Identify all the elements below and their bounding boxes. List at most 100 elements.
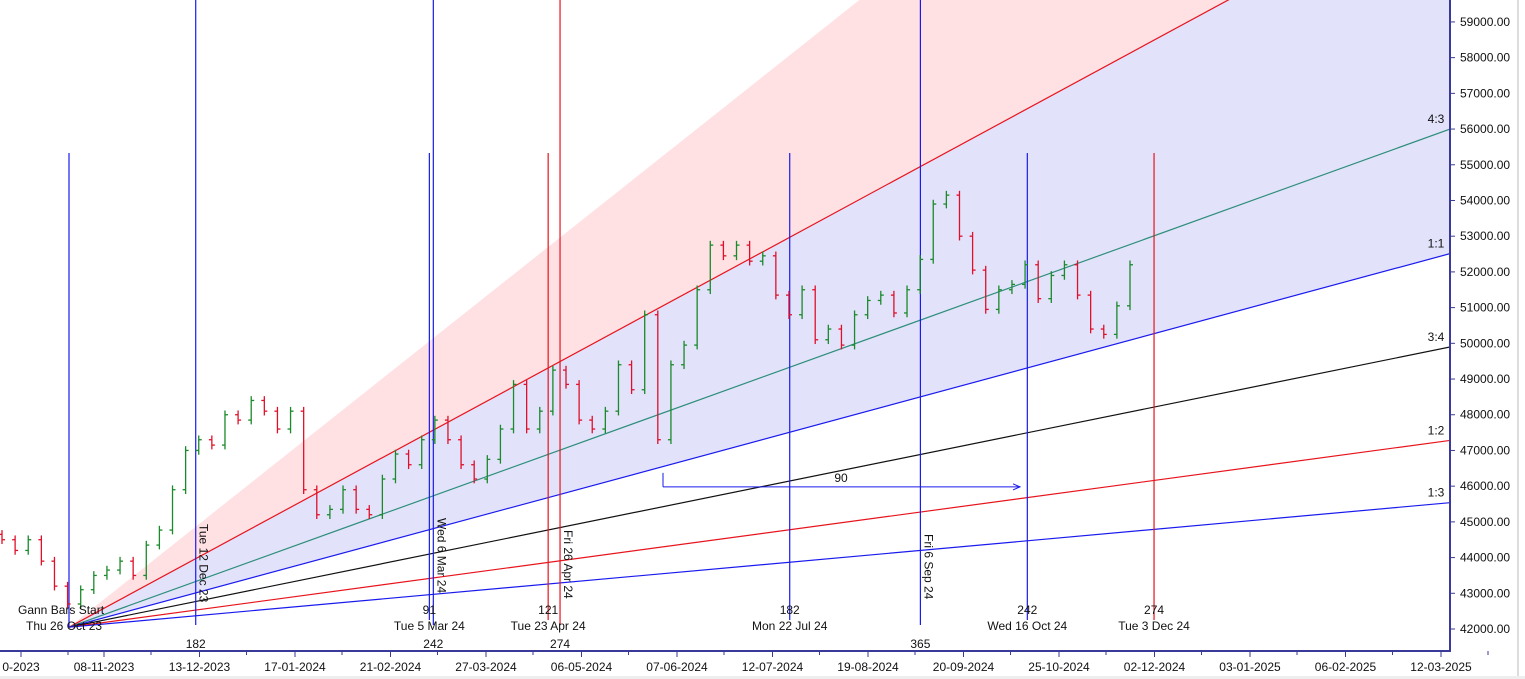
ohlc-bar — [77, 585, 84, 609]
bar-count-label: 274 — [550, 637, 570, 651]
ohlc-bar — [130, 556, 137, 580]
date-label: Tue 23 Apr 24 — [511, 619, 586, 633]
ohlc-bar — [785, 290, 792, 320]
ohlc-bar — [300, 406, 307, 495]
ohlc-bar — [379, 474, 386, 520]
date-label: Tue 5 Mar 24 — [394, 619, 465, 633]
rotated-date-label: Fri 26 Apr 24 — [561, 530, 575, 599]
ohlc-bar — [681, 340, 688, 370]
ohlc-bar — [563, 365, 569, 389]
ohlc-bar — [51, 556, 58, 591]
date-tick-label: 21-02-2024 — [360, 660, 422, 674]
ohlc-bar — [576, 380, 583, 425]
price-tick-label: 52000.00 — [1460, 265, 1510, 279]
date-label: Mon 22 Jul 24 — [752, 619, 828, 633]
ohlc-bar — [694, 285, 701, 350]
ohlc-bar — [641, 310, 648, 395]
price-tick-label: 54000.00 — [1460, 193, 1510, 207]
date-tick-label: 07-06-2024 — [646, 660, 708, 674]
fan-fill-lower — [69, 0, 1450, 628]
ohlc-bar — [838, 324, 845, 350]
scrollbar[interactable] — [0, 676, 1525, 679]
price-tick-label: 47000.00 — [1460, 443, 1510, 457]
annotation-labels: Gann Bars Start Thu 26 Oct 23 4:3 1:1 3:4 1… — [18, 112, 1445, 651]
ohlc-bar — [313, 485, 320, 520]
ohlc-bar — [261, 396, 268, 416]
ohlc-bar — [1087, 290, 1094, 334]
ohlc-bar — [995, 285, 1002, 314]
ohlc-bar — [615, 360, 622, 416]
measure-label: 90 — [834, 471, 848, 485]
date-tick-label: 19-08-2024 — [837, 660, 899, 674]
ohlc-bar — [64, 581, 71, 609]
ohlc-bar — [1035, 260, 1042, 303]
price-tick-label: 46000.00 — [1460, 479, 1510, 493]
price-tick-label: 50000.00 — [1460, 336, 1510, 350]
ohlc-bar — [235, 410, 242, 425]
date-tick-label: 12-03-2025 — [1410, 660, 1472, 674]
ohlc-bar — [221, 410, 228, 450]
rotated-date-label: Wed 6 Mar 24 — [434, 518, 448, 593]
ohlc-bar — [274, 406, 281, 434]
ohlc-bar — [1022, 260, 1029, 289]
ohlc-bar — [208, 435, 215, 450]
ohlc-bar — [825, 324, 832, 345]
fan-label-4-3: 4:3 — [1428, 112, 1445, 126]
gann-fan-lines — [68, 0, 1450, 628]
date-tick-label: 08-11-2023 — [74, 660, 135, 674]
ohlc-bar — [458, 435, 465, 470]
ohlc-bar — [707, 240, 714, 295]
ohlc-bar — [25, 535, 32, 555]
ohlc-bar — [287, 406, 294, 434]
date-tick-label: 20-09-2024 — [933, 660, 995, 674]
ohlc-bar — [117, 556, 124, 575]
price-tick-label: 48000.00 — [1460, 408, 1510, 422]
price-tick-label: 58000.00 — [1460, 51, 1510, 65]
price-tick-label: 42000.00 — [1460, 622, 1510, 636]
ohlc-bar — [1074, 260, 1081, 300]
date-tick-label: 17-01-2024 — [264, 660, 326, 674]
fan-line-2-1 — [68, 0, 1230, 628]
ohlc-bar — [654, 310, 661, 445]
price-tick-label: 59000.00 — [1460, 15, 1510, 29]
date-tick-label: 06-05-2024 — [551, 660, 613, 674]
ohlc-bar — [851, 310, 858, 350]
ohlc-bar — [248, 396, 255, 425]
ohlc-bar — [523, 380, 530, 434]
bar-count-label: 242 — [1017, 603, 1037, 617]
price-tick-label: 43000.00 — [1460, 586, 1510, 600]
date-tick-label: 02-12-2024 — [1124, 660, 1186, 674]
ohlc-bar — [1061, 260, 1068, 280]
price-tick-label: 56000.00 — [1460, 122, 1510, 136]
ohlc-bar — [746, 240, 753, 266]
ohlc-bar — [812, 285, 819, 345]
date-tick-label: 25-10-2024 — [1028, 660, 1090, 674]
ohlc-bar — [969, 231, 976, 275]
ohlc-bar — [1113, 301, 1120, 339]
date-tick-label: 03-01-2025 — [1219, 660, 1281, 674]
bar-count-label: 365 — [910, 637, 930, 651]
fan-line-1-1 — [68, 253, 1450, 628]
date-label: Wed 16 Oct 24 — [987, 619, 1067, 633]
time-markers — [68, 0, 1155, 627]
ohlc-bar — [143, 540, 150, 580]
gann-start-date: Thu 26 Oct 23 — [26, 619, 102, 633]
ohlc-bar — [667, 360, 674, 445]
date-tick-label: 27-03-2024 — [455, 660, 517, 674]
fan-line-4-3 — [68, 128, 1450, 628]
ohlc-bar — [0, 530, 5, 545]
price-tick-label: 49000.00 — [1460, 372, 1510, 386]
ohlc-bar — [195, 435, 202, 455]
ohlc-bar — [182, 446, 189, 495]
rotated-date-label: Tue 12 Dec 23 — [197, 524, 211, 603]
ohlc-bar — [930, 199, 937, 264]
ohlc-bar — [890, 290, 897, 318]
gann-start-label: Gann Bars Start — [18, 603, 105, 617]
ohlc-bar — [772, 251, 779, 300]
fan-fills — [69, 0, 1450, 628]
price-bars — [0, 190, 1133, 609]
fan-label-1-3: 1:3 — [1428, 486, 1445, 500]
fan-line-1-2 — [68, 439, 1450, 628]
